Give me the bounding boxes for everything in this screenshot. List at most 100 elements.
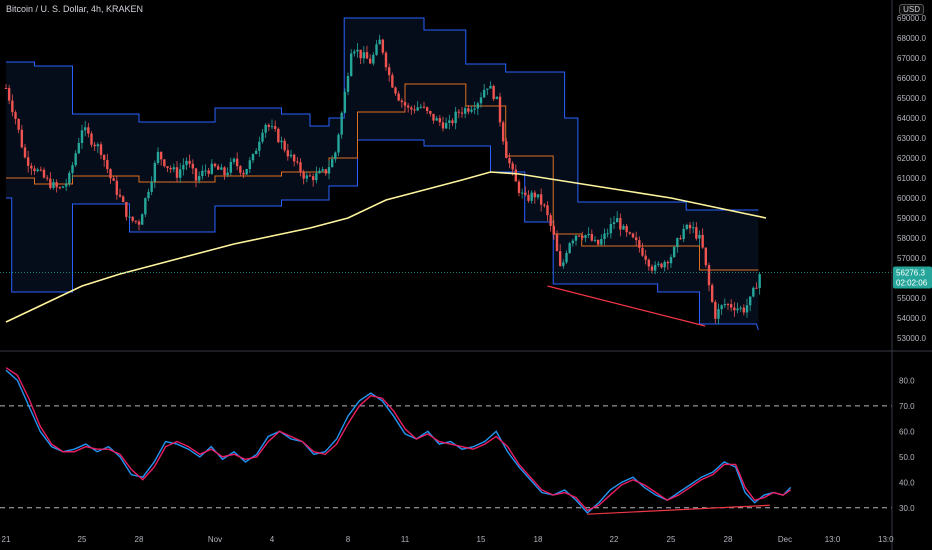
candle-body	[720, 305, 723, 310]
candle-body	[584, 235, 587, 238]
candle-body	[315, 173, 318, 181]
candle-body	[318, 170, 321, 174]
candle-body	[270, 126, 274, 128]
candle-body	[508, 158, 511, 164]
candle-body	[150, 181, 153, 192]
candle-body	[387, 67, 391, 76]
price-tick-label: 55000.0	[897, 294, 926, 303]
candle-body	[622, 225, 625, 230]
last-price-badge: 56276.302:02:06	[893, 266, 932, 289]
candle-body	[413, 109, 416, 111]
candle-body	[631, 233, 635, 238]
ma200-line	[5, 171, 767, 323]
candle-body	[289, 154, 293, 157]
time-tick-label: 15	[477, 535, 486, 544]
candle-body	[650, 266, 654, 271]
candle-body	[539, 194, 543, 205]
candle-body	[45, 177, 49, 179]
time-tick-label: 28	[135, 535, 144, 544]
time-tick-label: 21	[2, 535, 11, 544]
candle-body	[381, 39, 385, 53]
candle-body	[166, 166, 169, 168]
candle-body	[245, 169, 248, 175]
candle-body	[213, 163, 217, 167]
candle-body	[441, 122, 445, 129]
candle-body	[153, 162, 157, 182]
candle-body	[90, 133, 93, 145]
candle-body	[286, 150, 290, 157]
candle-body	[410, 107, 413, 110]
candle-body	[55, 182, 58, 188]
candle-body	[74, 153, 77, 166]
candle-body	[691, 227, 695, 229]
candle-body	[96, 144, 100, 147]
candle-body	[558, 251, 562, 266]
candle-body	[39, 169, 43, 171]
candle-body	[641, 247, 644, 256]
candle-body	[615, 218, 619, 223]
time-tick-label: 13:0	[825, 535, 841, 544]
candle-body	[533, 192, 537, 198]
candle-body	[210, 163, 214, 174]
candle-body	[682, 228, 685, 240]
candle-body	[482, 89, 486, 98]
candle-body	[609, 224, 613, 234]
candle-body	[349, 53, 353, 76]
candle-body	[707, 265, 711, 286]
candle-body	[140, 214, 144, 225]
candle-body	[188, 160, 191, 164]
candle-body	[435, 118, 438, 121]
candle-body	[365, 52, 369, 59]
candle-body	[226, 172, 229, 176]
candle-body	[169, 167, 172, 170]
candle-body	[327, 167, 331, 174]
candle-body	[400, 100, 404, 103]
candle-body	[501, 122, 505, 142]
candle-body	[109, 169, 112, 179]
candle-body	[638, 240, 641, 248]
currency-button[interactable]: USD	[899, 4, 924, 15]
candle-body	[68, 172, 71, 184]
candle-body	[7, 88, 11, 101]
candle-body	[239, 166, 242, 173]
candle-body	[362, 52, 366, 59]
rsi-pane[interactable]	[0, 367, 892, 515]
candle-body	[685, 224, 689, 229]
candle-body	[308, 175, 312, 177]
candle-body	[736, 308, 739, 311]
time-tick-label: 4	[270, 535, 275, 544]
candle-body	[42, 169, 46, 178]
candle-body	[254, 150, 258, 154]
time-tick-label: Dec	[778, 535, 792, 544]
candle-body	[220, 167, 223, 170]
candle-body	[267, 124, 271, 127]
candle-body	[419, 106, 423, 108]
candle-body	[134, 220, 138, 222]
candle-body	[147, 191, 150, 199]
rsi-divergence-line	[587, 504, 770, 515]
candle-body	[486, 88, 489, 90]
candle-body	[517, 181, 521, 193]
candle-body	[264, 124, 267, 133]
candle-body	[375, 44, 378, 55]
candle-body	[574, 235, 578, 241]
candle-body	[128, 216, 131, 218]
candle-body	[343, 91, 347, 113]
rsi-tick-label: 80.0	[899, 376, 915, 385]
candle-body	[353, 51, 356, 54]
candle-body	[710, 285, 714, 302]
candle-body	[565, 253, 568, 263]
candle-body	[175, 167, 179, 178]
rsi-tick-label: 70.0	[899, 402, 915, 411]
candle-body	[726, 304, 730, 306]
candle-body	[429, 111, 432, 114]
candle-body	[223, 167, 226, 176]
time-tick-label: 11	[401, 535, 410, 544]
candle-body	[99, 144, 103, 155]
candle-body	[470, 109, 473, 112]
candle-body	[378, 39, 381, 45]
candle-body	[93, 144, 96, 147]
price-pane[interactable]	[0, 17, 892, 331]
rsi-series-line	[5, 369, 792, 514]
